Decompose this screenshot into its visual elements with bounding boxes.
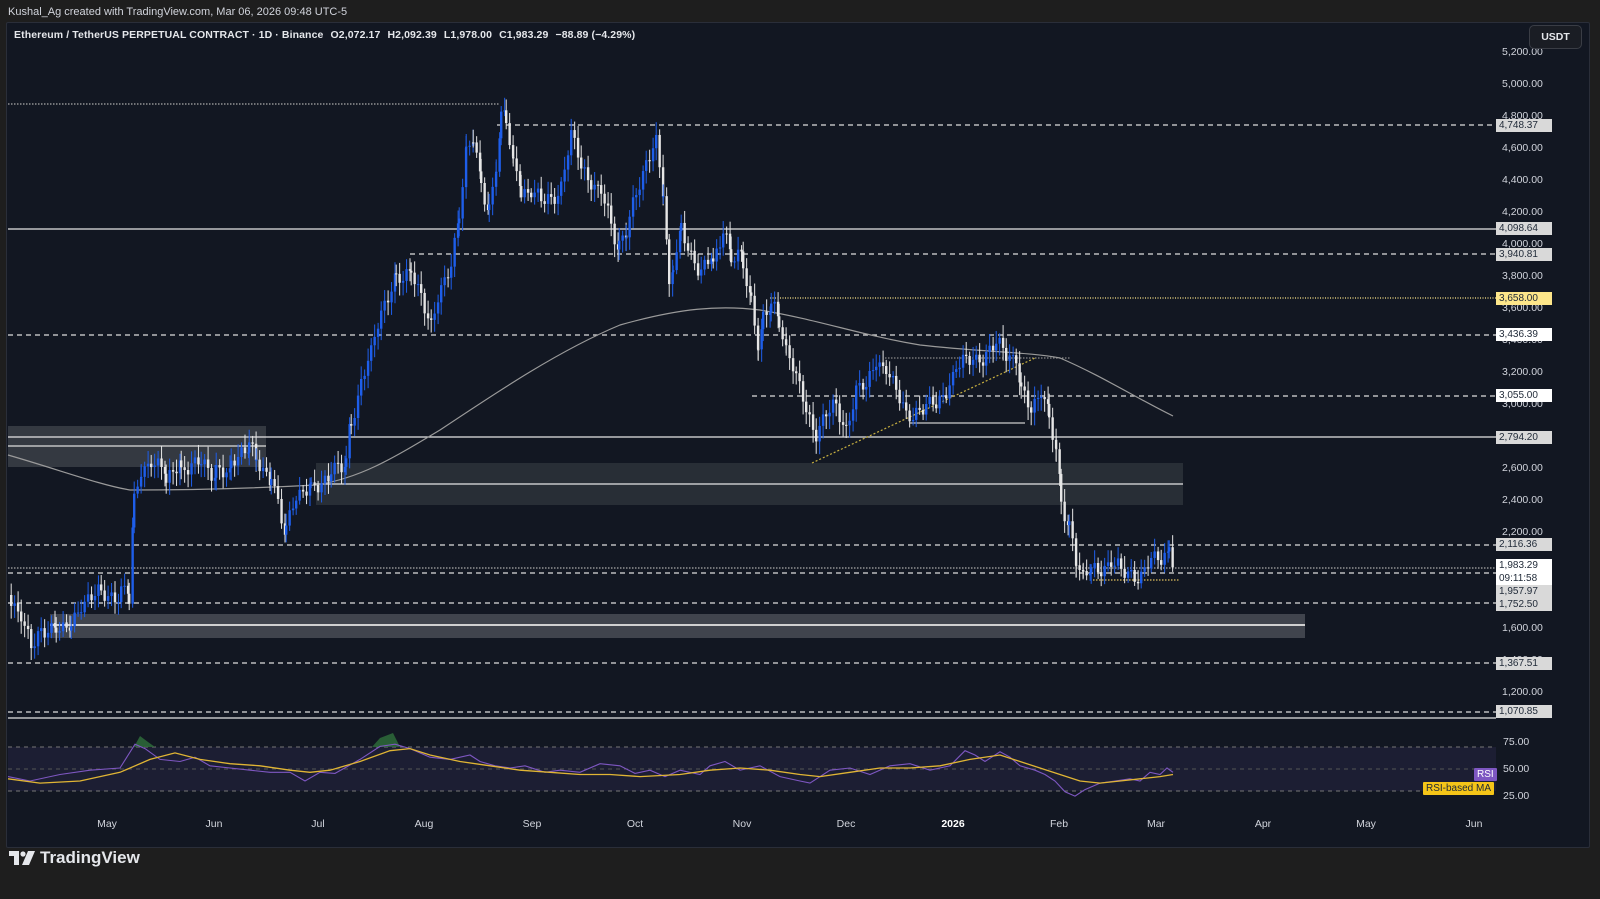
time-axis-label: Nov — [732, 818, 752, 830]
footer-brand: TradingView — [40, 848, 140, 867]
ohlc-change: −88.89 (−4.29%) — [555, 29, 636, 41]
rsi-axis[interactable]: 75.00 50.00 25.00 — [1503, 736, 1529, 802]
author-credit: Kushal_Ag created with TradingView.com, … — [8, 6, 348, 18]
tradingview-logo-icon — [9, 851, 35, 865]
rsi-overbought-fill — [134, 736, 155, 747]
price-tick: 3,800.00 — [1502, 270, 1543, 282]
currency-button[interactable]: USDT — [1529, 25, 1582, 49]
price-level-tag: 2,794.20 — [1496, 431, 1552, 444]
price-level-tag: 09:11:58 — [1496, 572, 1552, 585]
price-level-tag: 1,983.29 — [1496, 559, 1552, 572]
ohlc-high: H2,092.39 — [387, 29, 437, 41]
time-axis-label: Jun — [205, 818, 223, 830]
rsi-pane — [7, 733, 1496, 797]
price-level-tag: 4,748.37 — [1496, 119, 1552, 132]
ohlc-close: C1,983.29 — [499, 29, 549, 41]
time-axis-label: Dec — [836, 818, 856, 830]
price-tick: 2,600.00 — [1502, 462, 1543, 474]
ohlc-open: O2,072.17 — [330, 29, 381, 41]
time-axis-label: Sep — [522, 818, 542, 830]
price-tick: 4,600.00 — [1502, 142, 1543, 154]
price-level-tag: 1,367.51 — [1496, 657, 1552, 670]
price-level-tag: 4,098.64 — [1496, 222, 1552, 235]
price-tick: 2,200.00 — [1502, 526, 1543, 538]
price-tick: 3,600.00 — [1502, 302, 1543, 314]
ohlc-low: L1,978.00 — [443, 29, 493, 41]
price-tick: 5,200.00 — [1502, 46, 1543, 58]
supply-demand-zones — [8, 426, 1305, 638]
rsi-ma-line — [7, 747, 1174, 784]
symbol-title[interactable]: Ethereum / TetherUS PERPETUAL CONTRACT ·… — [14, 29, 324, 41]
price-tick: 4,000.00 — [1502, 238, 1543, 250]
price-level-tag: 1,070.85 — [1496, 705, 1552, 718]
price-tick: 5,000.00 — [1502, 78, 1543, 90]
rsi-tick: 50.00 — [1503, 763, 1529, 775]
symbol-legend: Ethereum / TetherUS PERPETUAL CONTRACT ·… — [14, 29, 639, 41]
price-level-tag: 1,957.97 — [1496, 585, 1552, 598]
price-level-tag: 3,055.00 — [1496, 389, 1552, 402]
chart-panel[interactable] — [6, 22, 1590, 848]
price-level-tag: 2,116.36 — [1496, 538, 1552, 551]
time-axis-label: May — [97, 818, 117, 830]
time-axis-label: Apr — [1254, 818, 1272, 830]
rsi-tick: 25.00 — [1503, 790, 1529, 802]
price-level-tag: 3,436.39 — [1496, 328, 1552, 341]
price-level-tag: 3,940.81 — [1496, 248, 1552, 261]
time-axis-label: Mar — [1146, 818, 1166, 830]
rsi-tick: 75.00 — [1503, 736, 1529, 748]
horizontal-levels — [8, 103, 1496, 713]
time-axis-label: 2026 — [941, 818, 965, 830]
time-axis-label: Oct — [626, 818, 644, 830]
tradingview-logo: TradingView — [9, 848, 140, 868]
time-axis-label: Aug — [414, 818, 434, 830]
price-tick: 4,400.00 — [1502, 174, 1543, 186]
price-level-tag: 1,752.50 — [1496, 598, 1552, 611]
time-axis-label: Feb — [1049, 818, 1069, 830]
time-axis-label: May — [1356, 818, 1376, 830]
rsi-tag: RSI — [1474, 768, 1497, 781]
price-tick: 3,200.00 — [1502, 366, 1543, 378]
rsi-line — [7, 743, 1174, 797]
time-axis-label: Jul — [311, 818, 325, 830]
price-tick: 1,200.00 — [1502, 686, 1543, 698]
price-tick: 4,200.00 — [1502, 206, 1543, 218]
rsi-ma-tag: RSI-based MA — [1423, 782, 1495, 795]
price-level-tag: 3,658.00 — [1496, 292, 1552, 305]
candlesticks — [10, 97, 1174, 661]
price-tick: 2,400.00 — [1502, 494, 1543, 506]
price-tick: 1,600.00 — [1502, 622, 1543, 634]
time-axis-label: Jun — [1465, 818, 1483, 830]
